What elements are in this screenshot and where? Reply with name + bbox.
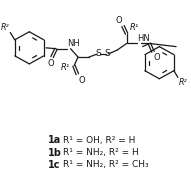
Text: O: O [116, 16, 123, 25]
Text: R¹: R¹ [61, 63, 70, 72]
Text: HN: HN [137, 34, 150, 43]
Text: 1c: 1c [48, 160, 61, 170]
Text: R¹: R¹ [129, 23, 139, 32]
Text: R¹ = NH₂, R² = H: R¹ = NH₂, R² = H [63, 148, 138, 157]
Text: S: S [104, 49, 110, 58]
Text: NH: NH [67, 39, 80, 48]
Text: O: O [154, 53, 161, 62]
Text: R²: R² [1, 23, 10, 32]
Text: R¹ = NH₂, R² = CH₃: R¹ = NH₂, R² = CH₃ [63, 160, 148, 169]
Text: R¹ = OH, R² = H: R¹ = OH, R² = H [63, 136, 135, 145]
Text: O: O [78, 76, 85, 85]
Text: O: O [48, 59, 54, 68]
Text: 1a: 1a [48, 135, 62, 145]
Text: 1b: 1b [48, 148, 62, 158]
Text: S: S [96, 49, 101, 58]
Text: R²: R² [178, 78, 187, 87]
